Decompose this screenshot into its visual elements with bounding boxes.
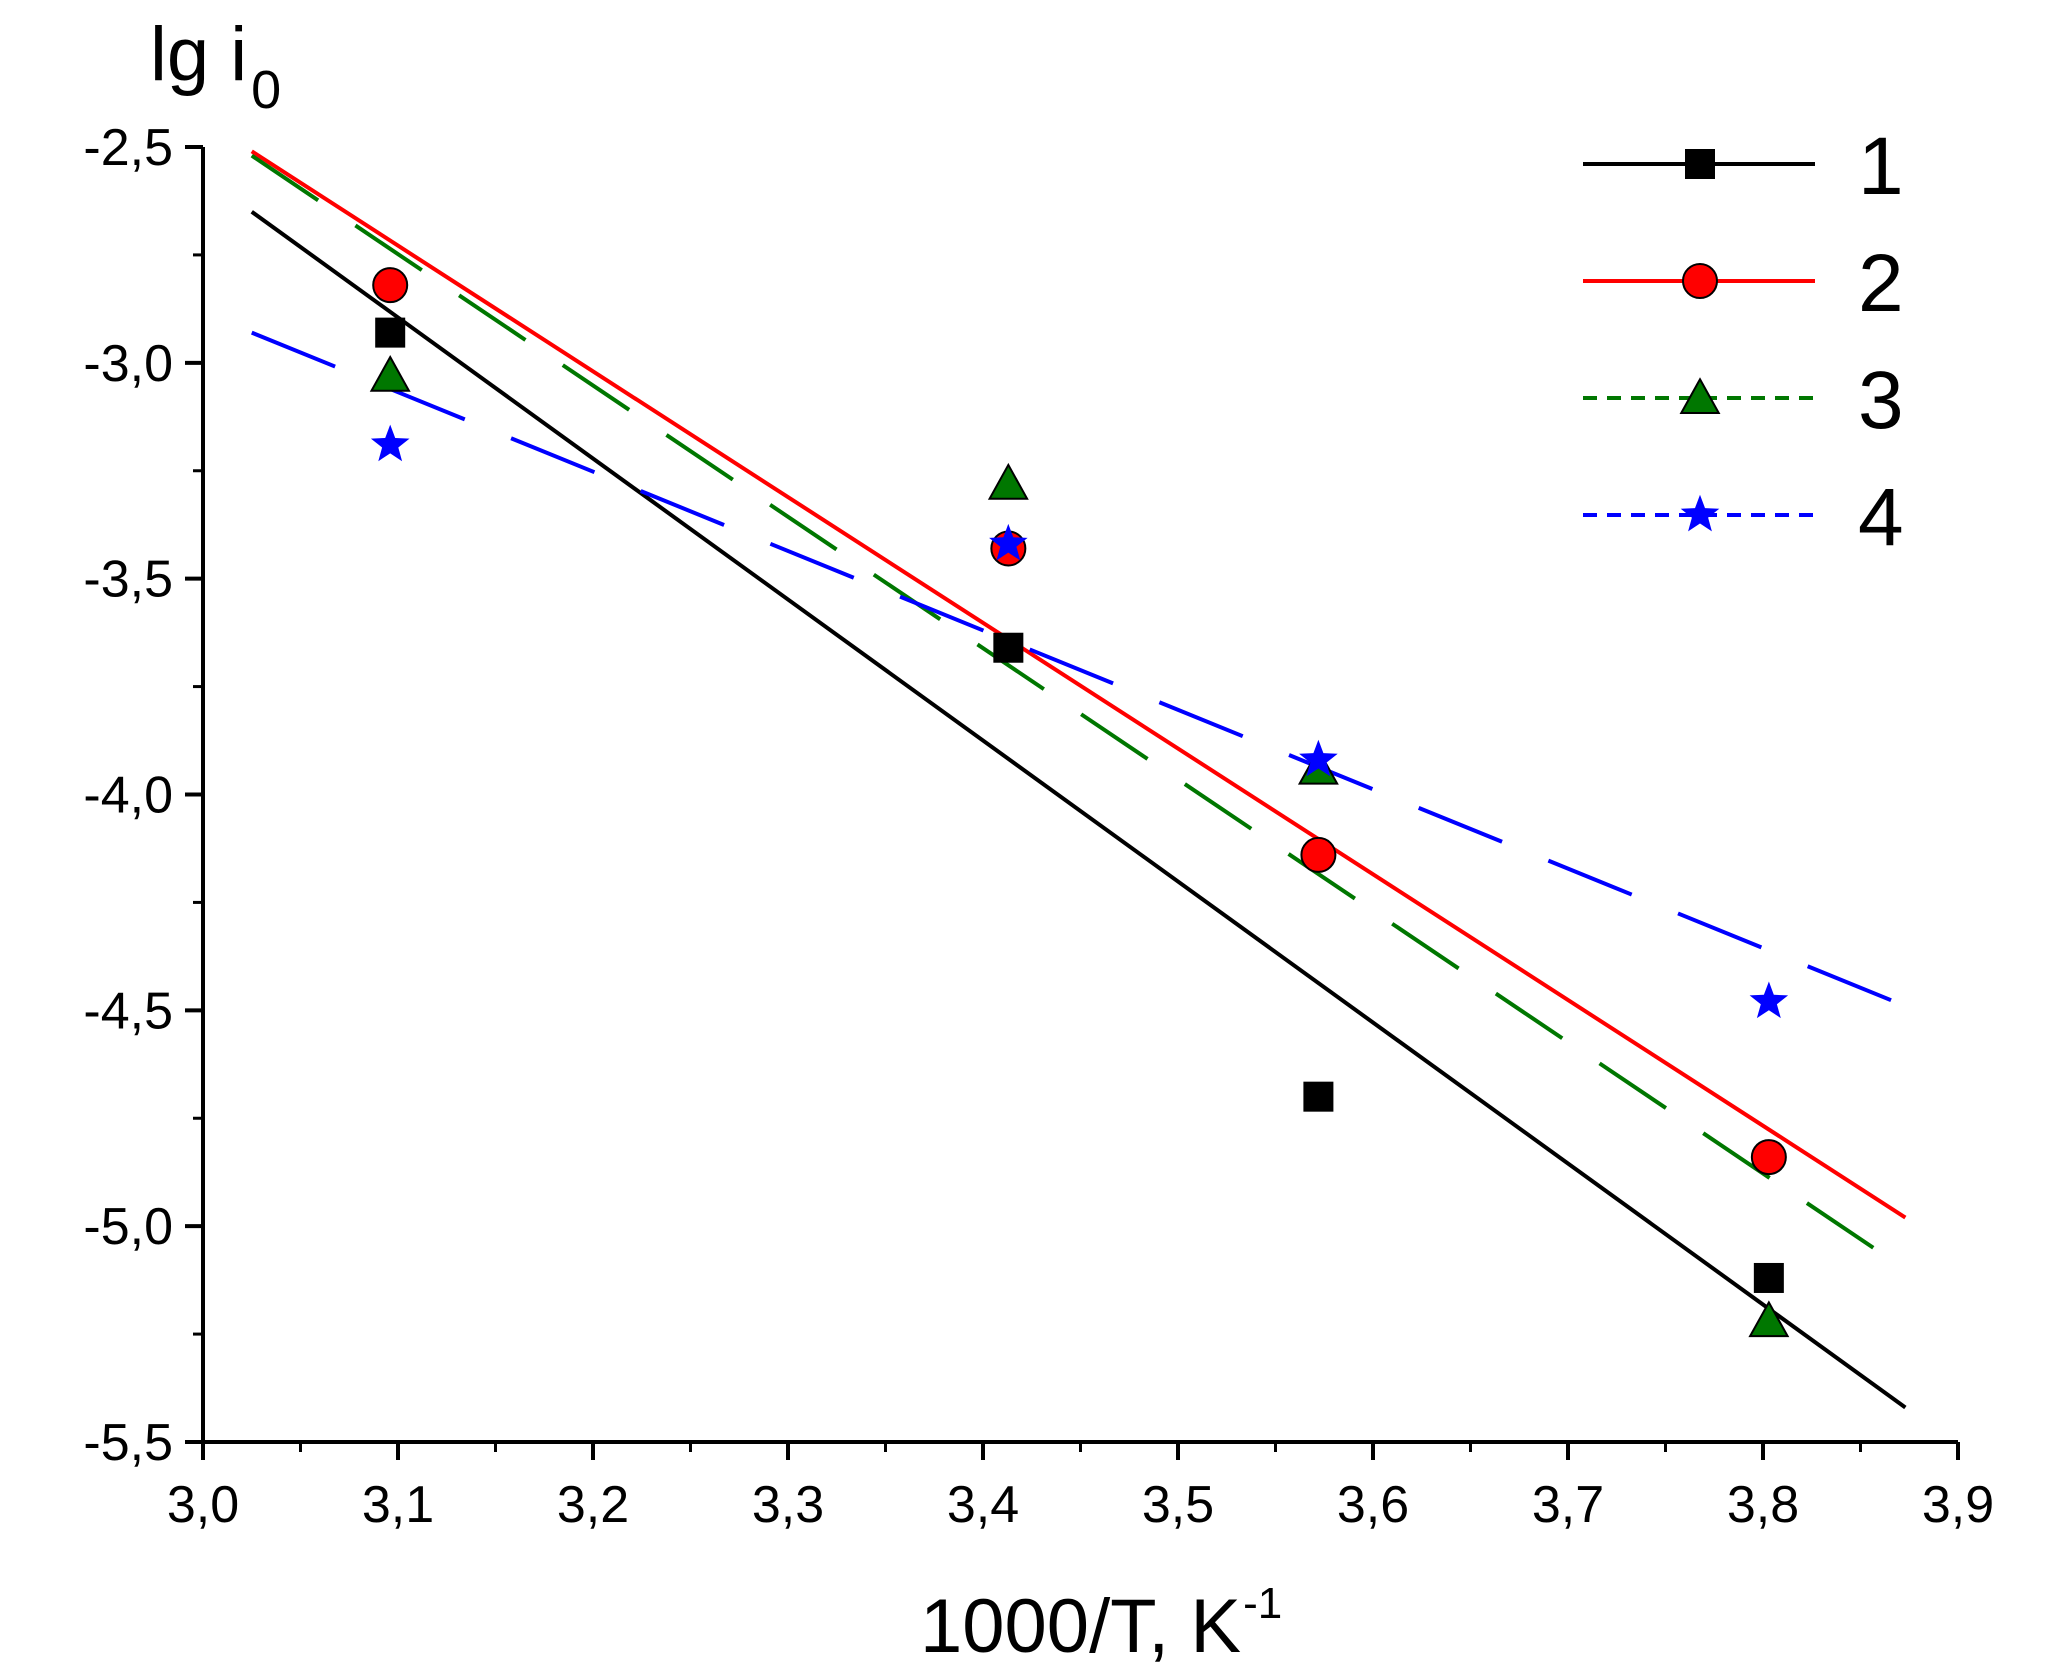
data-markers (369, 267, 1790, 1338)
legend-marker-4 (1680, 494, 1720, 532)
y-axis-title-subscript: 0 (251, 60, 281, 120)
series-2-point (372, 267, 409, 304)
y-axis-title: lg i0 (150, 12, 281, 120)
x-axis-ticks: 3,0 3,1 3,2 3,3 3,4 3,5 3,6 3,7 3,8 3,9 (167, 1442, 1994, 1534)
y-tick-label: -2,5 (83, 119, 173, 177)
series-1-point (993, 632, 1024, 663)
series-2-fit-line (250, 149, 1907, 1220)
x-tick-label: 3,2 (557, 1476, 629, 1534)
x-tick-label: 3,6 (1337, 1476, 1409, 1534)
axes: 3,0 3,1 3,2 3,3 3,4 3,5 3,6 3,7 3,8 3,9 -2,5-3,0-… (83, 119, 1994, 1534)
y-tick-label: -3,5 (83, 551, 173, 609)
series-4-point (1749, 981, 1789, 1019)
legend-marker-1 (1685, 149, 1715, 179)
fit-lines (250, 149, 1907, 1410)
y-tick-label: -5,5 (83, 1414, 173, 1472)
legend-marker-2 (1682, 263, 1718, 299)
series-3-point (987, 462, 1029, 500)
x-tick-label: 3,7 (1532, 1476, 1604, 1534)
y-axis-title-main: lg i (150, 12, 247, 97)
legend-marker-3 (1679, 377, 1721, 414)
x-tick-label: 3,4 (947, 1476, 1019, 1534)
x-tick-label: 3,8 (1727, 1476, 1799, 1534)
legend: 1 2 3 4 (1583, 121, 1904, 563)
x-axis-title-superscript: -1 (1243, 1579, 1282, 1628)
series-4-fit-line (250, 330, 1907, 1008)
series-1-point (1303, 1081, 1334, 1112)
series-2-point (1300, 836, 1337, 873)
x-tick-label: 3,3 (752, 1476, 824, 1534)
series-4-point (370, 424, 410, 462)
series-1-fit-line (250, 210, 1907, 1410)
x-tick-label: 3,5 (1142, 1476, 1214, 1534)
legend-label-3: 3 (1858, 355, 1904, 446)
x-axis-title: 1000/T, K-1 (920, 1579, 1282, 1669)
x-tick-label: 3,0 (167, 1476, 239, 1534)
y-tick-label: -4,5 (83, 982, 173, 1040)
y-axis-ticks: -2,5 -3,0 -3,5 -4,0 -4,5 -5,0 -5,5 (83, 119, 203, 1472)
y-tick-label: -5,0 (83, 1198, 173, 1256)
legend-label-2: 2 (1858, 238, 1904, 329)
y-tick-label: -3,0 (83, 335, 173, 393)
legend-label-4: 4 (1858, 472, 1904, 563)
x-axis-title-main: 1000/T, K (920, 1584, 1241, 1669)
y-tick-label: -4,0 (83, 767, 173, 825)
series-4-point (1299, 739, 1338, 777)
series-2-point (1750, 1139, 1787, 1176)
x-tick-label: 3,9 (1922, 1476, 1994, 1534)
series-1-point (375, 317, 406, 348)
legend-label-1: 1 (1858, 121, 1904, 212)
series-1-point (1753, 1262, 1784, 1293)
series-4-point (989, 523, 1028, 561)
series-3-fit-line (250, 153, 1907, 1271)
x-tick-label: 3,1 (362, 1476, 434, 1534)
series-3-point (369, 354, 411, 392)
series-3-point (1748, 1300, 1790, 1338)
